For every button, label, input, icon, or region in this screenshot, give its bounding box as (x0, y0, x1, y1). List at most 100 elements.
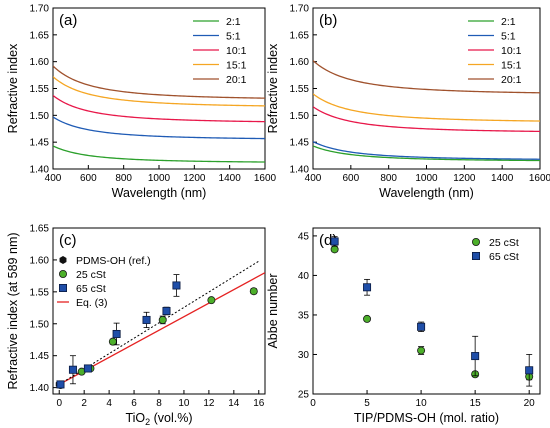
data-point-square (525, 366, 534, 375)
data-point-square (330, 237, 339, 246)
legend-marker (471, 251, 480, 260)
x-tick-label: 600 (342, 173, 359, 184)
series-line-10-1 (53, 94, 265, 123)
x-tick-label: 1000 (415, 173, 438, 184)
y-tick-label: 1.65 (30, 224, 50, 235)
data-point-circle (363, 314, 372, 323)
x-tick-label: 0 (56, 398, 62, 409)
panel-b: 400 600 800 1000 1200 1400 1600 1.40 1.45 1.50 1.5… (266, 4, 550, 201)
x-axis-label: Wavelength (nm) (112, 186, 207, 200)
y-tick-label: 1.45 (30, 138, 50, 149)
y-tick-label: 1.60 (30, 57, 50, 68)
x-tick-label: 600 (80, 173, 97, 184)
series-line-15-1 (313, 93, 540, 122)
x-tick-label: 800 (115, 173, 132, 184)
y-tick-label: 1.50 (290, 111, 310, 122)
data-point-square (68, 365, 77, 374)
data-point-circle (207, 296, 216, 305)
x-tick-label: 15 (470, 398, 482, 409)
x-tick-label: 20 (524, 398, 536, 409)
y-tick-label: 1.40 (290, 165, 310, 176)
data-point-circle (330, 245, 339, 254)
x-tick-label: 8 (156, 398, 162, 409)
data-point-square (162, 306, 171, 315)
series-line-2-1 (313, 145, 540, 162)
data-point-circle (108, 337, 117, 346)
series-line-5-1 (53, 116, 265, 140)
x-tick-label: 400 (305, 173, 322, 184)
legend-label: 25 cSt (76, 269, 106, 281)
x-tick-label: 12 (203, 398, 215, 409)
data-point-square (417, 322, 426, 331)
data-point-square (471, 352, 480, 361)
y-axis-label: Refractive index (6, 43, 20, 133)
y-tick-label: 1.40 (30, 383, 50, 394)
plot-area (55, 260, 265, 390)
y-tick-label: 1.70 (30, 4, 50, 15)
x-tick-label: 5 (364, 398, 370, 409)
panel-label: (a) (59, 12, 77, 29)
x-tick-label: 4 (106, 398, 112, 409)
y-axis-label: Refractive index (266, 43, 280, 133)
legend-label: 15:1 (226, 59, 247, 71)
plot-frame (312, 227, 541, 395)
data-point-square (363, 283, 372, 292)
x-tick-label: 14 (228, 398, 240, 409)
panel-c: 0 2 4 6 8 10 12 14 16 1.40 1.45 1.50 1.55 1.60 1.65 TiO… (6, 224, 266, 427)
x-axis-label: TIP/PDMS-OH (mol. ratio) (354, 411, 499, 425)
legend-label: 15:1 (501, 59, 522, 71)
plot-area (313, 60, 540, 162)
panel-d: 0 5 10 15 20 25 30 35 40 45 TIP/PDMS-OH (mol. rati… (266, 227, 541, 425)
x-tick-label: 1600 (254, 173, 277, 184)
y-tick-label: 25 (298, 390, 310, 401)
panel-label: (c) (59, 232, 77, 249)
x-tick-label: 10 (178, 398, 190, 409)
x-tick-label: 1200 (453, 173, 476, 184)
x-axis-label: TiO2 (vol.%) (125, 411, 192, 427)
legend-label: 10:1 (501, 45, 522, 57)
legend-label: 2:1 (501, 16, 516, 28)
x-axis-label-suffix: (vol.%) (150, 411, 192, 425)
y-tick-label: 40 (298, 271, 310, 282)
legend-marker (59, 283, 68, 292)
x-tick-label: 1600 (529, 173, 550, 184)
legend-label: 10:1 (226, 45, 247, 57)
y-tick-label: 30 (298, 350, 310, 361)
series-line-5-1 (313, 141, 540, 160)
data-point-circle (417, 346, 426, 355)
data-point-circle (249, 287, 258, 296)
x-tick-label: 1000 (148, 173, 171, 184)
y-tick-label: 1.50 (30, 319, 50, 330)
y-tick-label: 1.45 (30, 351, 50, 362)
series-line-2-1 (53, 145, 265, 163)
y-tick-label: 1.65 (290, 30, 310, 41)
x-tick-label: 1200 (183, 173, 206, 184)
y-axis-label: Refractive index (at 589 nm) (6, 232, 20, 389)
y-tick-label: 45 (298, 231, 310, 242)
x-axis-label: Wavelength (nm) (379, 186, 474, 200)
y-tick-label: 1.60 (30, 255, 50, 266)
y-tick-label: 1.70 (290, 4, 310, 15)
legend-label: 5:1 (501, 30, 516, 42)
legend-label: 65 cSt (76, 283, 106, 295)
legend-marker (59, 269, 68, 278)
x-tick-label: 1400 (219, 173, 242, 184)
x-tick-label: 400 (45, 173, 62, 184)
panel-a: 400 600 800 1000 1200 1400 1600 1.40 1.45 1.50 1.5… (6, 4, 277, 201)
legend-marker (471, 237, 480, 246)
legend-label: 25 cSt (489, 237, 519, 249)
x-tick-label: 2 (81, 398, 87, 409)
x-tick-label: 10 (416, 398, 428, 409)
legend-label: PDMS-OH (ref.) (76, 255, 151, 267)
series-line-20-1 (53, 65, 265, 99)
y-tick-label: 1.50 (30, 111, 50, 122)
eq3-line (58, 272, 265, 385)
y-tick-label: 1.55 (290, 84, 310, 95)
legend-label: 5:1 (226, 30, 241, 42)
y-tick-label: 35 (298, 310, 310, 321)
legend-label: 20:1 (226, 74, 247, 86)
legend-label: 2:1 (226, 16, 241, 28)
data-point-square (112, 329, 121, 338)
series-line-15-1 (53, 76, 265, 107)
